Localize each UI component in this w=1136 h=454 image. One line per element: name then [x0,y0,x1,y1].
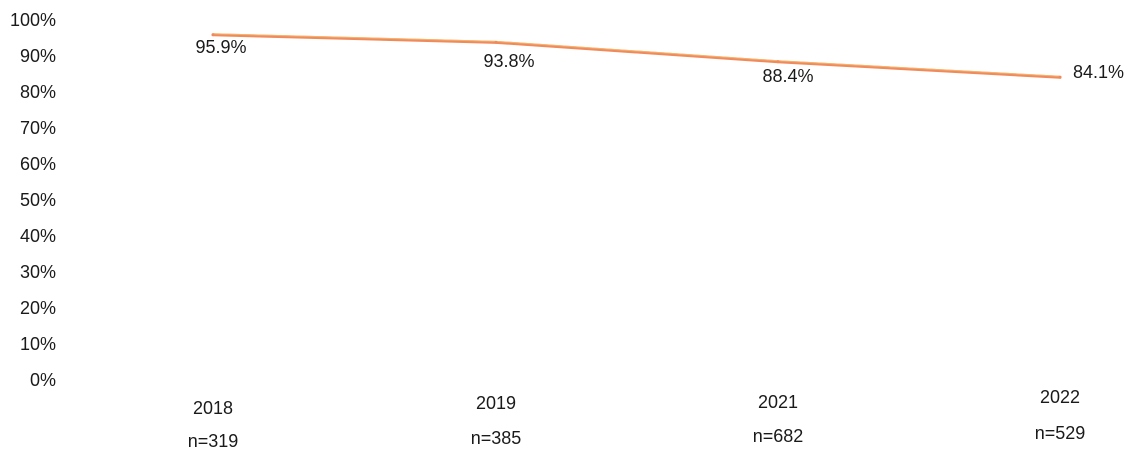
data-label: 95.9% [195,37,246,57]
y-axis-ticks: 0% 10% 20% 30% 40% 50% 60% 70% 80% 90% 100% [10,10,56,390]
y-tick-label: 20% [20,298,56,318]
y-tick-label: 10% [20,334,56,354]
data-label: 88.4% [762,66,813,86]
data-point [494,40,498,44]
y-tick-label: 100% [10,10,56,30]
y-tick-label: 30% [20,262,56,282]
y-tick-label: 50% [20,190,56,210]
data-label: 93.8% [483,51,534,71]
x-category-label: 2018 [193,398,233,418]
x-sample-size-label: n=385 [471,428,522,448]
series-line [211,33,1062,79]
data-labels: 95.9% 93.8% 88.4% 84.1% [195,37,1124,86]
y-tick-label: 70% [20,118,56,138]
y-tick-label: 40% [20,226,56,246]
x-sample-size-label: n=682 [753,426,804,446]
y-tick-label: 60% [20,154,56,174]
data-label: 84.1% [1073,62,1124,82]
x-sample-size-label: n=529 [1035,423,1086,443]
y-tick-label: 0% [30,370,56,390]
y-tick-label: 90% [20,46,56,66]
data-point [211,33,215,37]
x-axis-labels: 2018 n=319 2019 n=385 2021 n=682 2022 n=529 [188,387,1086,451]
x-category-label: 2019 [476,393,516,413]
x-category-label: 2021 [758,392,798,412]
x-category-label: 2022 [1040,387,1080,407]
y-tick-label: 80% [20,82,56,102]
series-layer [211,33,1062,79]
data-point [776,60,780,64]
x-sample-size-label: n=319 [188,431,239,451]
data-point [1058,75,1062,79]
series-line-highlight [212,33,1061,77]
